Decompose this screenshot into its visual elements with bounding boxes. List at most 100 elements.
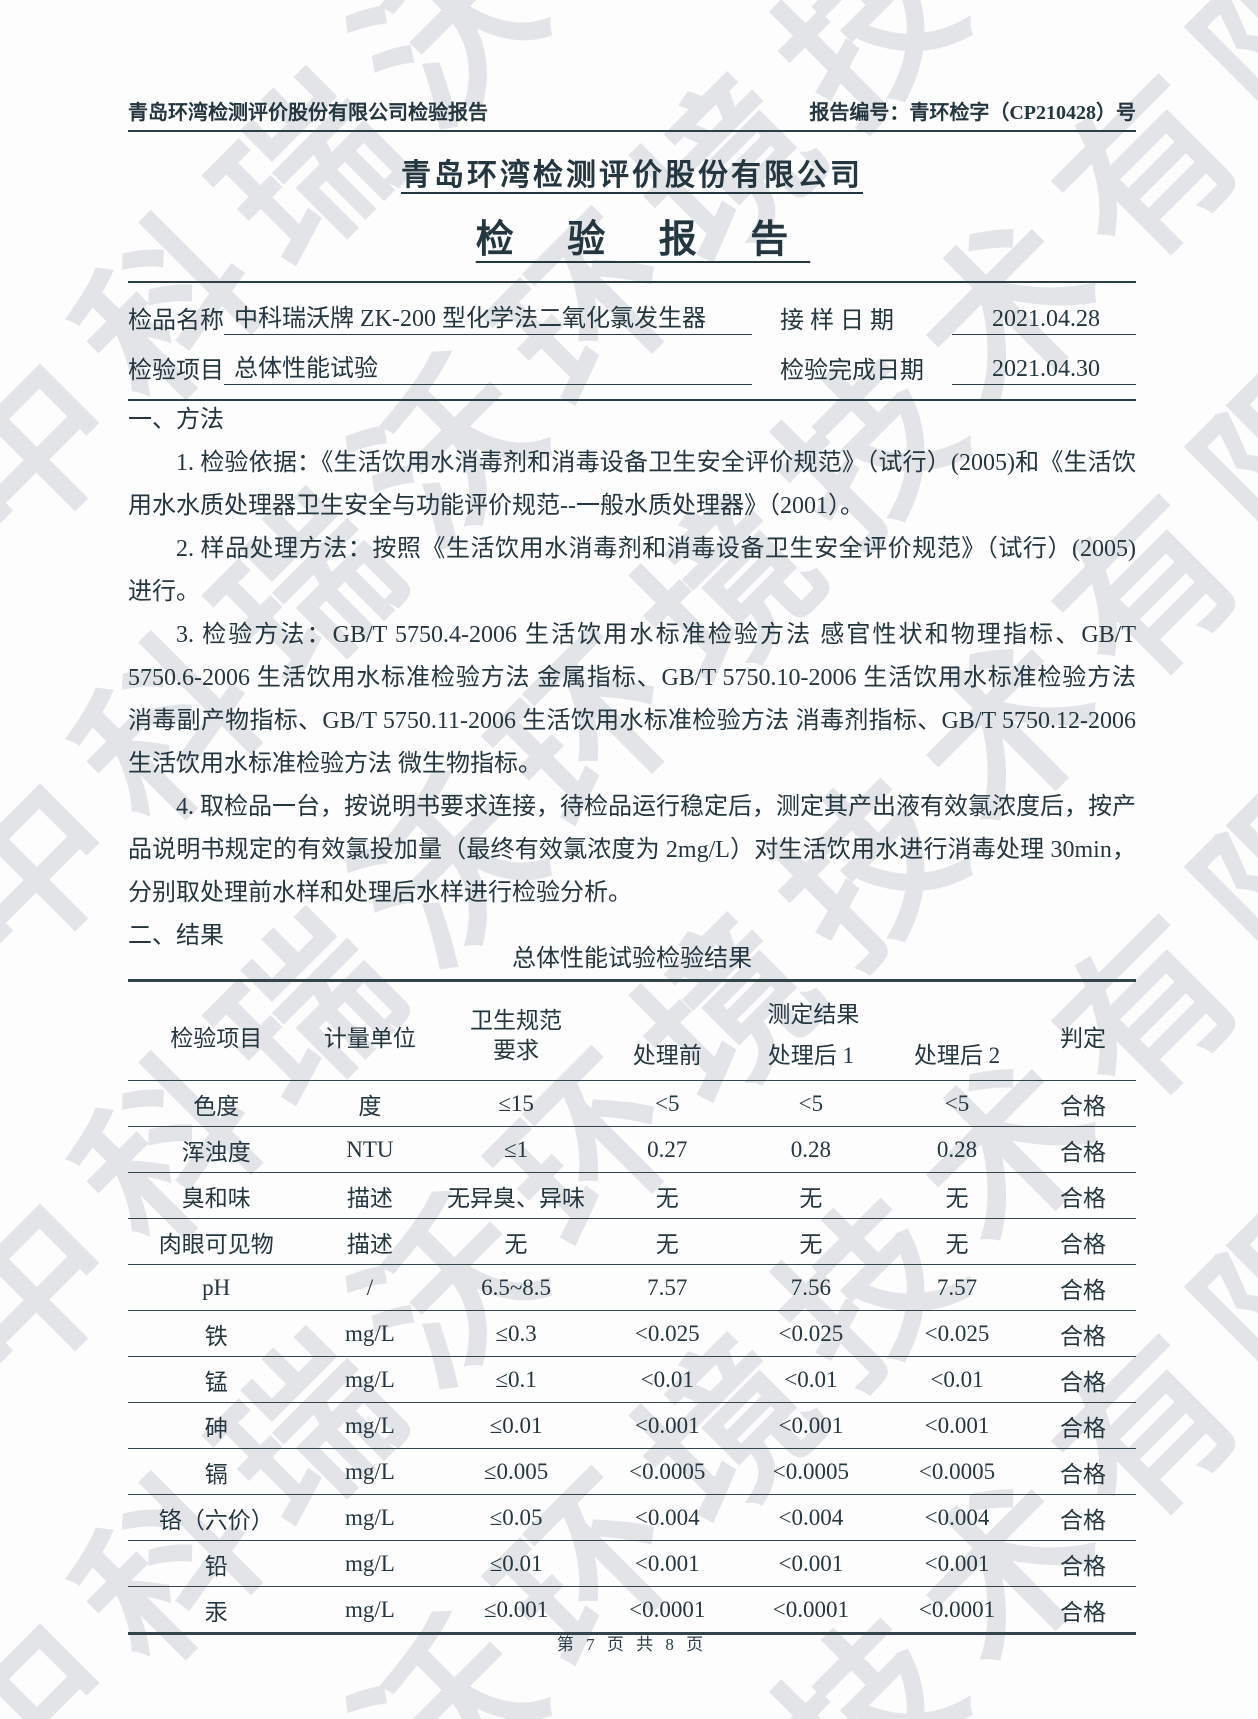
receive-date-label: 接 样 日 期 (780, 308, 894, 334)
table-cell: mg/L (344, 1550, 395, 1576)
table-cell: mg/L (344, 1412, 395, 1438)
table-cell: 0.28 (936, 1136, 978, 1162)
table-cell: 汞 (204, 1599, 228, 1625)
table-cell: <0.001 (778, 1412, 844, 1438)
table-cell: <0.0001 (918, 1596, 996, 1622)
table-cell: 合格 (1060, 1323, 1107, 1349)
table-cell: 0.28 (790, 1136, 831, 1162)
info-row-sample: 检品名称 中科瑞沃牌 ZK-200 型化学法二氧化氯发生器 接 样 日 期 20… (128, 301, 1136, 335)
table-cell: 镉 (204, 1461, 228, 1487)
table-cell: <0.0001 (629, 1596, 706, 1622)
table-title: 总体性能试验检验结果 (512, 946, 752, 972)
table-cell: 铅 (204, 1553, 228, 1579)
table-cell: 7.57 (647, 1274, 688, 1300)
result-heading: 二、结果 (128, 923, 224, 949)
sample-info-box: 检品名称 中科瑞沃牌 ZK-200 型化学法二氧化氯发生器 接 样 日 期 20… (128, 281, 1136, 401)
table-row: 锰 mg/L ≤0.1 <0.01 <0.01 <0.01 合格 (128, 1356, 1136, 1403)
page-title: 检 验 报 告 (475, 219, 811, 261)
table-cell: <0.0001 (772, 1596, 849, 1622)
table-cell: 7.56 (790, 1274, 831, 1300)
table-cell: NTU (346, 1136, 394, 1162)
table-row: pH / 6.5~8.5 7.57 7.56 7.57 合格 (128, 1264, 1136, 1311)
page-footer: 第 7 页 共 8 页 (556, 1635, 708, 1654)
table-cell: 合格 (1060, 1277, 1107, 1303)
table-row: 色度 度 ≤15 <5 <5 <5 合格 (128, 1081, 1136, 1127)
table-cell: 7.57 (936, 1274, 978, 1300)
table-header: 检验项目 计量单位 卫生规范 要求 测定结果 判定 处理前 处理后 1 处理后 … (128, 981, 1136, 1081)
table-cell: 无 (655, 1231, 679, 1257)
table-row: 浑浊度 NTU ≤1 0.27 0.28 0.28 合格 (128, 1126, 1136, 1173)
table-cell: 锰 (204, 1369, 228, 1395)
table-cell: 浑浊度 (181, 1139, 251, 1165)
table-cell: <0.001 (924, 1550, 990, 1576)
table-cell: 无 (799, 1231, 823, 1257)
table-cell: <0.001 (634, 1550, 700, 1576)
table-cell: mg/L (344, 1596, 395, 1622)
table-cell: 合格 (1060, 1507, 1107, 1533)
table-cell: 色度 (193, 1093, 240, 1119)
table-cell: <5 (944, 1090, 970, 1116)
table-cell: 合格 (1060, 1599, 1107, 1625)
method-paragraph: 2. 样品处理方法：按照《生活饮用水消毒剂和消毒设备卫生安全评价规范》（试行）(… (128, 536, 1136, 605)
table-cell: ≤0.005 (483, 1458, 549, 1484)
table-cell: 无 (655, 1185, 679, 1211)
table-cell: <0.01 (640, 1366, 694, 1392)
table-row: 砷 mg/L ≤0.01 <0.001 <0.001 <0.001 合格 (128, 1402, 1136, 1449)
table-cell: 铁 (204, 1323, 228, 1349)
table-cell: 无 (945, 1231, 969, 1257)
method-heading: 一、方法 (128, 407, 224, 433)
table-cell: ≤0.01 (489, 1550, 543, 1576)
table-body: 色度度 ≤15 <5 <5 <5 合格 浑浊度 NTU ≤1 0.27 0.28 0.28 合格 臭和味描… (128, 1081, 1136, 1634)
table-cell: 合格 (1060, 1461, 1107, 1487)
table-cell: 合格 (1060, 1093, 1107, 1119)
table-cell: mg/L (344, 1320, 395, 1346)
company-title: 青岛环湾检测评价股份有限公司 (401, 159, 863, 192)
method-paragraph: 3. 检验方法：GB/T 5750.4-2006 生活饮用水标准检验方法 感官性… (128, 622, 1136, 777)
table-cell: 无 (799, 1185, 823, 1211)
table-cell: <0.0005 (629, 1458, 706, 1484)
table-cell: <5 (798, 1090, 824, 1116)
col-header-measured-group: 测定结果 (767, 1002, 860, 1027)
table-cell: mg/L (344, 1458, 395, 1484)
table-cell: <0.001 (634, 1412, 700, 1438)
table-cell: 无 (504, 1231, 528, 1257)
table-row: 镉 mg/L ≤0.005 <0.0005 <0.0005 <0.0005 合格 (128, 1448, 1136, 1495)
results-section: 总体性能试验检验结果 检验项目 计量单位 卫生规范 要求 测定结果 判定 处理 (128, 938, 1136, 1635)
table-cell: mg/L (344, 1366, 395, 1392)
table-cell: 度 (358, 1093, 382, 1119)
table-cell: 描述 (346, 1231, 393, 1257)
table-cell: / (366, 1274, 374, 1300)
col-header-unit: 计量单位 (323, 1026, 416, 1051)
col-header-item: 检验项目 (170, 1026, 263, 1051)
table-cell: pH (202, 1274, 231, 1300)
table-cell: 合格 (1060, 1185, 1107, 1211)
table-cell: 描述 (346, 1185, 393, 1211)
table-cell: ≤0.1 (495, 1366, 537, 1392)
table-cell: <0.01 (930, 1366, 984, 1392)
table-cell: 合格 (1060, 1231, 1107, 1257)
col-header-after1: 处理后 1 (767, 1043, 854, 1068)
col-header-after2: 处理后 2 (913, 1043, 1001, 1068)
results-table: 检验项目 计量单位 卫生规范 要求 测定结果 判定 处理前 处理后 1 处理后 … (128, 979, 1136, 1635)
table-cell: 6.5~8.5 (481, 1274, 552, 1300)
table-cell: <0.0005 (772, 1458, 849, 1484)
method-paragraph: 4. 取检品一台，按说明书要求连接，待检品运行稳定后，测定其产出液有效氯浓度后，… (128, 794, 1136, 906)
finish-date-value: 2021.04.30 (952, 356, 1136, 385)
table-cell: <0.004 (778, 1504, 844, 1530)
running-header-left: 青岛环湾检测评价股份有限公司检验报告 (128, 102, 488, 124)
col-header-before: 处理前 (632, 1043, 702, 1068)
test-item-value: 总体性能试验 (224, 348, 752, 385)
table-cell: 铬（六价） (158, 1507, 274, 1533)
table-cell: ≤1 (503, 1136, 529, 1162)
table-row: 肉眼可见物 描述 无 无 无 无 合格 (128, 1218, 1136, 1265)
table-cell: <0.01 (784, 1366, 838, 1392)
table-cell: ≤0.001 (483, 1596, 549, 1622)
table-cell: 合格 (1060, 1553, 1107, 1579)
test-item-label: 检验项目 (128, 358, 224, 384)
table-row: 汞 mg/L ≤0.001 <0.0001 <0.0001 <0.0001 合格 (128, 1586, 1136, 1634)
table-cell: <0.0005 (918, 1458, 996, 1484)
table-cell: 无 (945, 1185, 969, 1211)
table-row: 铁 mg/L ≤0.3 <0.025 <0.025 <0.025 合格 (128, 1310, 1136, 1357)
table-cell: <0.025 (634, 1320, 700, 1346)
